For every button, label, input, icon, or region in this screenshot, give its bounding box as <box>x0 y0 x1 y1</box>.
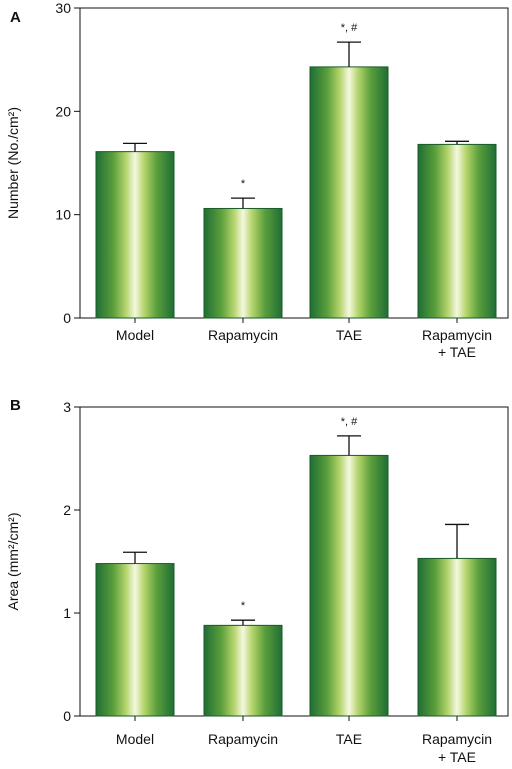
panel-a: A 0 10 20 30 Number (No./cm²) Model * Rapamycin *… <box>5 0 509 360</box>
y-tick-label: 1 <box>63 605 71 621</box>
y-tick-label: 2 <box>63 502 71 518</box>
category-label: Rapamycin <box>422 327 492 343</box>
category-label: Model <box>116 327 154 343</box>
bar <box>417 557 497 717</box>
y-tick-label: 0 <box>63 310 71 326</box>
panel-a-frame <box>79 7 509 319</box>
y-tick-label: 10 <box>55 207 71 223</box>
category-label: + TAE <box>438 749 476 765</box>
significance-marker: *, # <box>341 22 358 34</box>
category-label: Rapamycin <box>208 731 278 747</box>
category-label: Rapamycin <box>422 731 492 747</box>
bar <box>309 66 389 319</box>
significance-marker: * <box>241 600 246 612</box>
bar <box>95 151 175 319</box>
y-tick-label: 30 <box>55 0 71 16</box>
y-axis-label: Area (mm²/cm²) <box>5 513 21 611</box>
panel-b-frame <box>79 406 509 717</box>
category-label: Rapamycin <box>208 327 278 343</box>
significance-marker: * <box>241 178 246 190</box>
bar <box>309 454 389 717</box>
bar <box>203 624 283 717</box>
bar <box>203 207 283 319</box>
bar <box>95 563 175 717</box>
category-label: + TAE <box>438 344 476 360</box>
category-label: TAE <box>336 731 362 747</box>
bar <box>417 143 497 319</box>
significance-marker: *, # <box>341 416 358 428</box>
y-tick-label: 0 <box>63 708 71 724</box>
category-label: TAE <box>336 327 362 343</box>
panel-b: B 0 1 2 3 Area (mm²/cm²) Model * Rapamycin *, # TA… <box>5 397 509 765</box>
category-label: Model <box>116 731 154 747</box>
panel-a-letter: A <box>10 9 21 26</box>
y-tick-label: 3 <box>63 399 71 415</box>
y-tick-label: 20 <box>55 103 71 119</box>
y-axis-label: Number (No./cm²) <box>5 107 21 219</box>
panel-b-letter: B <box>10 397 21 414</box>
